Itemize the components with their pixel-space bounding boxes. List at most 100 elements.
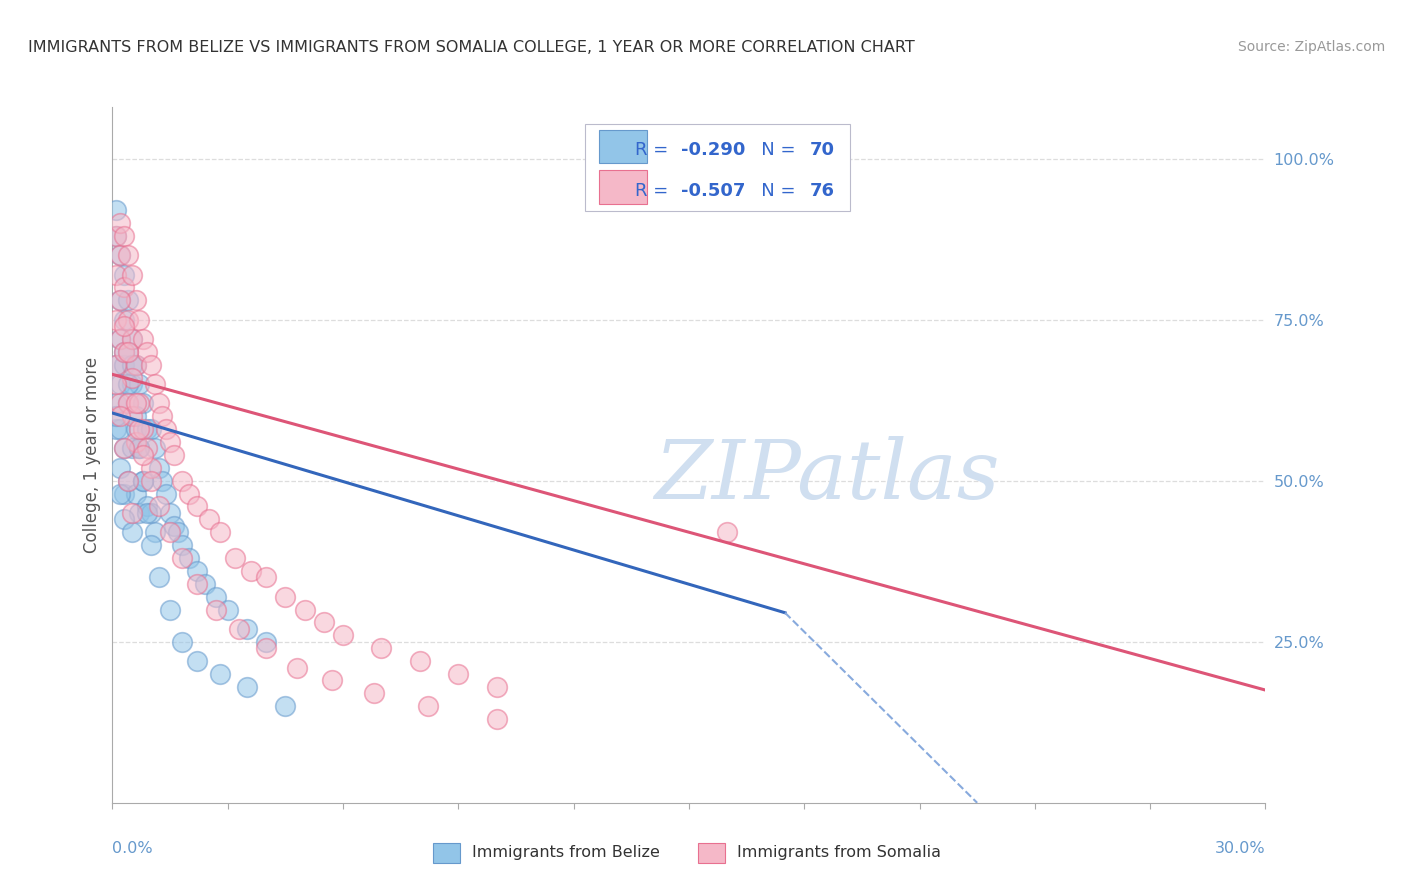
Y-axis label: College, 1 year or more: College, 1 year or more <box>83 357 101 553</box>
Point <box>155 422 177 436</box>
Point <box>112 512 135 526</box>
Text: R =: R = <box>634 141 673 159</box>
Point <box>124 358 146 372</box>
Point <box>143 442 166 456</box>
Point <box>217 602 239 616</box>
Point <box>128 506 150 520</box>
Point <box>170 634 193 648</box>
Point <box>485 712 508 726</box>
Point <box>139 422 162 436</box>
Text: 0.0%: 0.0% <box>112 841 153 856</box>
Point <box>447 667 470 681</box>
Text: 76: 76 <box>810 182 835 200</box>
Point <box>112 312 135 326</box>
Point <box>179 486 201 500</box>
Point <box>148 500 170 514</box>
Point <box>112 268 135 282</box>
Point <box>179 551 201 566</box>
Point <box>121 358 143 372</box>
Point <box>105 203 128 218</box>
Point <box>132 422 155 436</box>
Point <box>121 506 143 520</box>
Point <box>163 448 186 462</box>
Text: Source: ZipAtlas.com: Source: ZipAtlas.com <box>1237 40 1385 54</box>
Point <box>105 228 128 243</box>
Text: 70: 70 <box>810 141 835 159</box>
Point <box>254 641 277 656</box>
Point <box>105 377 128 392</box>
Point <box>112 442 135 456</box>
Text: N =: N = <box>744 141 801 159</box>
Point <box>236 680 259 694</box>
Text: IMMIGRANTS FROM BELIZE VS IMMIGRANTS FROM SOMALIA COLLEGE, 1 YEAR OR MORE CORREL: IMMIGRANTS FROM BELIZE VS IMMIGRANTS FRO… <box>28 40 915 55</box>
Point <box>108 216 131 230</box>
Point <box>186 564 208 578</box>
Point <box>117 474 139 488</box>
Point <box>132 448 155 462</box>
Point <box>108 293 131 308</box>
Point <box>170 551 193 566</box>
Point <box>155 486 177 500</box>
Point <box>205 602 228 616</box>
Point <box>132 332 155 346</box>
Point <box>209 525 232 540</box>
Point <box>159 435 181 450</box>
Point <box>121 370 143 384</box>
Point <box>112 280 135 294</box>
Point <box>128 422 150 436</box>
FancyBboxPatch shape <box>699 843 725 863</box>
Text: N =: N = <box>744 182 801 200</box>
Point <box>136 506 159 520</box>
FancyBboxPatch shape <box>599 130 647 163</box>
Point <box>274 590 297 604</box>
Point <box>108 422 131 436</box>
Point <box>148 460 170 475</box>
Point <box>194 576 217 591</box>
Point <box>108 248 131 262</box>
Point <box>124 422 146 436</box>
Point <box>370 641 392 656</box>
Point <box>132 396 155 410</box>
Point <box>112 344 135 359</box>
Point <box>136 500 159 514</box>
Point <box>139 474 162 488</box>
Point <box>117 474 139 488</box>
Point <box>105 409 128 424</box>
Point <box>224 551 246 566</box>
Point <box>112 228 135 243</box>
Point <box>228 622 250 636</box>
Point <box>143 525 166 540</box>
Point <box>108 332 131 346</box>
Point <box>105 396 128 410</box>
Point <box>170 474 193 488</box>
Point <box>105 358 128 372</box>
FancyBboxPatch shape <box>585 124 851 211</box>
Point <box>128 442 150 456</box>
Point <box>105 228 128 243</box>
Point <box>159 506 181 520</box>
Point <box>108 377 131 392</box>
Text: -0.507: -0.507 <box>681 182 745 200</box>
FancyBboxPatch shape <box>433 843 460 863</box>
Point <box>121 268 143 282</box>
Point <box>117 377 139 392</box>
Point <box>108 409 131 424</box>
Point <box>274 699 297 714</box>
Point <box>254 570 277 584</box>
Point <box>205 590 228 604</box>
Point <box>128 442 150 456</box>
Point <box>105 358 128 372</box>
Point <box>105 312 128 326</box>
Point <box>152 409 174 424</box>
Point <box>105 268 128 282</box>
Point <box>132 474 155 488</box>
Point <box>148 570 170 584</box>
Point <box>285 660 308 674</box>
Point <box>121 442 143 456</box>
Point <box>121 525 143 540</box>
Point <box>112 442 135 456</box>
Point <box>312 615 335 630</box>
Point <box>139 538 162 552</box>
Point <box>124 358 146 372</box>
Point <box>136 422 159 436</box>
